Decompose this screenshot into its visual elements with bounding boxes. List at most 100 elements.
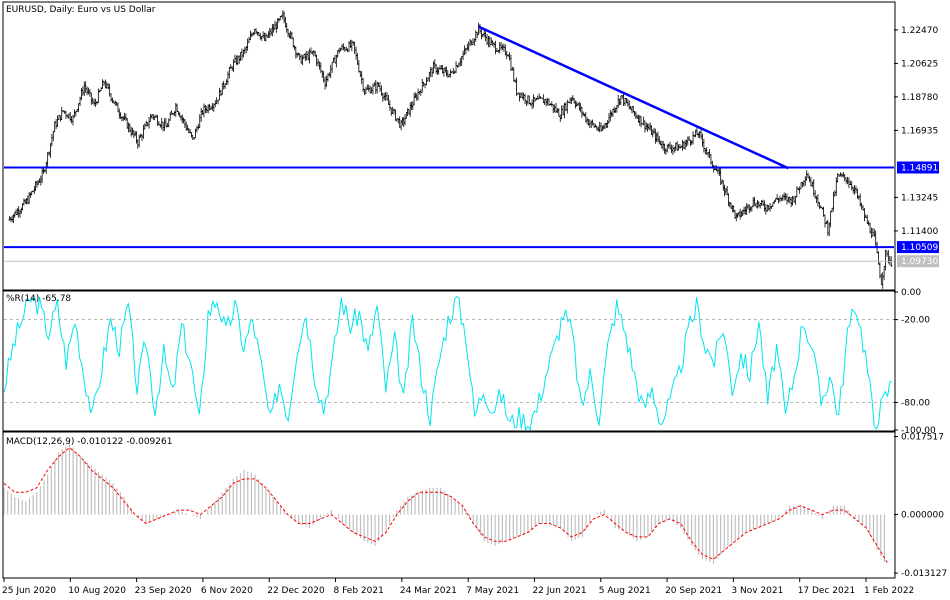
price-bar	[488, 36, 491, 48]
macd-pane-frame	[2, 431, 896, 579]
price-bar	[650, 125, 653, 135]
price-bar	[198, 114, 201, 128]
price-bar	[185, 121, 188, 131]
price-bar	[530, 99, 534, 110]
price-bar	[787, 196, 790, 203]
price-bar	[392, 108, 396, 115]
price-bar	[343, 46, 346, 52]
price-bar	[722, 180, 725, 191]
level-price-box	[897, 161, 939, 174]
price-bar	[498, 42, 501, 54]
price-bar	[656, 131, 660, 143]
price-bar	[431, 67, 434, 78]
price-bar	[315, 54, 318, 67]
price-bar	[847, 177, 851, 189]
price-bar	[474, 30, 477, 42]
price-bar	[50, 133, 53, 147]
price-bar	[405, 112, 408, 120]
price-bar	[487, 35, 490, 48]
current-price-label: 1.09730	[901, 257, 938, 267]
price-bar	[200, 107, 203, 122]
price-bar	[515, 77, 518, 96]
price-bar	[74, 110, 77, 117]
price-bar	[435, 64, 438, 74]
price-bar	[550, 101, 553, 107]
price-tick-label: 1.16935	[901, 126, 938, 136]
price-bar	[130, 126, 133, 137]
price-bar	[877, 251, 880, 265]
price-bar	[442, 67, 446, 77]
price-bar	[59, 115, 62, 122]
price-bar	[461, 50, 465, 61]
price-bar	[81, 86, 84, 96]
price-bar	[728, 201, 731, 208]
price-bar	[17, 206, 20, 218]
price-bar	[794, 196, 797, 205]
price-bar	[262, 31, 265, 39]
price-bar	[477, 22, 480, 36]
price-bar	[364, 86, 368, 94]
price-bar	[574, 100, 577, 109]
price-bar	[138, 134, 141, 148]
price-bar	[183, 118, 187, 129]
price-bar	[64, 110, 68, 119]
price-bar	[735, 212, 738, 222]
price-bar	[856, 188, 859, 199]
price-bar	[123, 112, 126, 120]
price-bar	[739, 208, 742, 220]
trendline[interactable]	[478, 25, 789, 170]
price-bar	[617, 94, 620, 109]
price-bar	[216, 99, 220, 105]
price-bar	[681, 139, 684, 151]
price-bar	[563, 102, 566, 119]
price-bar	[763, 200, 766, 212]
price-bar	[316, 58, 320, 67]
price-bar	[500, 42, 503, 51]
price-bar	[801, 181, 804, 188]
price-bar	[298, 53, 301, 61]
price-bar	[718, 168, 721, 177]
price-bar	[737, 211, 740, 217]
price-bar	[860, 202, 863, 210]
price-bar	[788, 196, 791, 204]
price-bar	[448, 73, 451, 78]
price-bar	[542, 94, 545, 104]
price-bar	[100, 87, 103, 92]
price-bar	[169, 111, 172, 121]
price-bar	[73, 109, 76, 118]
x-tick-label: 5 Aug 2021	[599, 586, 651, 596]
price-bar	[523, 93, 527, 105]
price-tick-label: 1.11400	[901, 227, 938, 237]
price-bar	[662, 140, 665, 151]
price-bar	[222, 80, 225, 90]
price-bar	[467, 41, 470, 52]
x-tick-label: 3 Nov 2021	[731, 586, 783, 596]
price-bar	[391, 106, 394, 115]
price-bar	[331, 61, 334, 73]
price-bar	[140, 133, 144, 141]
price-bar	[90, 92, 93, 105]
price-bar	[867, 220, 870, 226]
price-bar	[162, 121, 165, 132]
price-tick-label: 1.22470	[901, 26, 938, 36]
price-bar	[145, 120, 148, 127]
price-bar	[356, 53, 359, 65]
price-bar	[239, 51, 242, 62]
x-tick-label: 17 Dec 2021	[798, 586, 856, 596]
price-bar	[263, 32, 266, 41]
price-bar	[622, 92, 625, 107]
price-bar	[402, 117, 405, 128]
price-bar	[85, 86, 89, 96]
price-bar	[411, 101, 414, 111]
price-bar	[93, 98, 96, 106]
price-bar	[289, 30, 292, 39]
price-bar	[756, 199, 759, 209]
price-bar	[673, 147, 676, 153]
price-bar	[545, 98, 548, 107]
price-bar	[678, 144, 682, 149]
price-bar	[13, 211, 16, 218]
price-bar	[156, 114, 159, 126]
price-bar	[205, 105, 208, 114]
price-series	[8, 10, 893, 289]
price-bar	[225, 79, 228, 85]
